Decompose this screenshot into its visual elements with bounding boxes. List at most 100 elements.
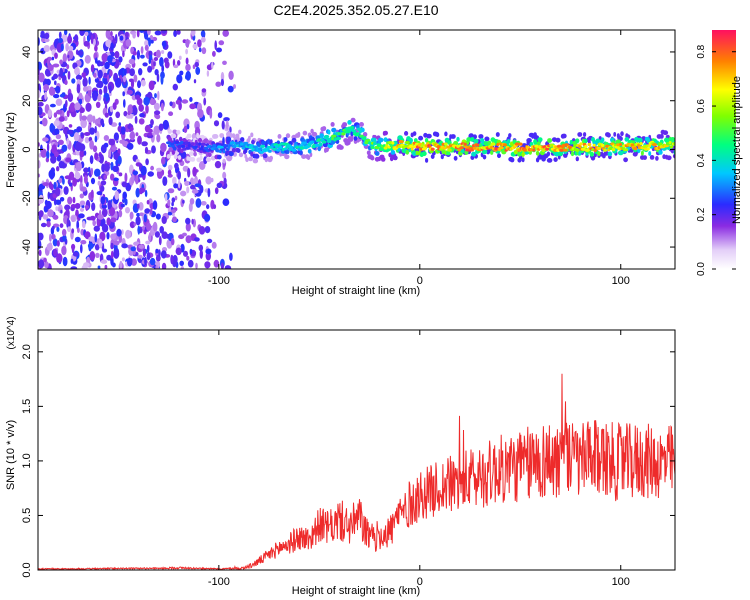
spectrogram-noise-mark [79,30,85,36]
spectrogram-noise-mark [71,215,75,223]
colorbar-gradient [712,30,736,269]
spectrogram-noise-mark [192,166,197,177]
spectrogram-ridge-mark [412,131,417,137]
spectrogram-noise-mark [51,225,55,230]
spectrogram-noise-mark [187,167,191,178]
spectrogram-ridge-mark [645,144,649,148]
spectrogram-noise-mark [98,175,101,180]
spectrogram-ridge-mark [518,142,523,146]
spectrogram-noise-mark [72,196,76,204]
spectrogram-noise-mark [48,181,53,189]
spectrogram-noise-mark [110,233,117,240]
spectrogram-ridge-mark [522,148,529,152]
spectrogram-noise-mark [55,206,59,211]
spectrogram-noise-mark [84,31,89,36]
spectrogram-noise-mark [214,160,222,169]
spectrogram-ridge-mark [658,142,663,146]
spectrogram-noise-mark [163,57,169,64]
spectrogram-noise-mark [160,142,167,153]
spectrogram-ridge-mark [331,137,334,141]
spectrogram-noise-mark [161,262,167,269]
spectrogram-ridge-mark [268,149,272,153]
spectrogram-noise-mark [224,265,232,269]
spectrogram-noise-mark [86,114,94,123]
spectrogram-noise-mark [106,217,111,226]
spectrogram-noise-mark [55,98,63,106]
snr-ytick-label: 2.0 [21,344,33,359]
spectrogram-noise-mark [54,52,58,59]
spectrogram-noise-mark [220,78,224,87]
colorbar-tick-label: 0.8 [696,44,707,58]
spectrogram-ridge-mark [212,134,219,139]
spectrogram-ridge-mark [167,137,173,142]
spectrogram-noise-mark [161,40,167,48]
spectrogram-noise-mark [67,92,74,103]
spectrogram-noise-mark [38,83,41,91]
spectrogram-ridge-mark [353,136,358,141]
spectrogram-noise-mark [159,226,164,234]
spectrogram-ridge-mark [197,137,203,143]
spectrogram-noise-mark [150,39,154,44]
spectrogram-noise-mark [60,209,63,214]
spectrogram-noise-mark [187,259,194,268]
spectrogram-noise-mark [121,181,128,188]
spectrogram-noise-mark [61,33,68,43]
spectrogram-ridge-mark [526,138,532,143]
spectrogram-noise-mark [130,78,135,89]
spectrogram-ridge-mark [257,147,263,151]
spectrogram-noise-mark [71,78,76,84]
spectrogram-noise-mark [82,79,88,88]
spectrogram-noise-mark [63,186,69,195]
spectrogram-xtick-label: 100 [612,275,630,287]
spectrogram-noise-mark [40,222,47,228]
spectrogram-noise-mark [94,152,99,161]
spectrogram-ridge-mark [408,144,414,149]
spectrogram-noise-mark [74,34,79,43]
spectrogram-noise-mark [84,205,90,209]
spectrogram-ridge-mark [532,148,536,152]
spectrogram-ridge-mark [563,148,568,152]
spectrogram-ridge-mark [310,128,314,134]
spectrogram-noise-mark [77,227,80,233]
spectrogram-noise-mark [205,248,212,255]
spectrogram-ridge-mark [291,148,297,152]
snr-ytick-label: 0.0 [21,562,33,577]
spectrogram-ridge-mark [592,143,596,147]
spectrogram-noise-mark [38,259,45,269]
spectrogram-noise-mark [45,200,52,210]
colorbar-tick-label: 0.6 [696,99,707,113]
spectrogram-noise-mark [195,198,202,208]
spectrogram-noise-mark [38,210,44,218]
spectrogram-ridge-mark [238,129,242,135]
spectrogram-noise-mark [66,217,70,227]
spectrogram-noise-mark [189,103,196,110]
spectrogram-ridge-mark [366,150,371,156]
spectrogram-noise-mark [47,209,54,218]
spectrogram-noise-mark [118,56,123,63]
spectrogram-noise-mark [125,39,132,47]
spectrogram-noise-mark [152,221,158,232]
spectrogram-ridge-mark [603,148,607,152]
spectrogram-noise-mark [177,179,181,189]
spectrogram-noise-mark [81,220,86,229]
spectrogram-noise-mark [175,247,182,256]
spectrogram-noise-mark [59,59,63,65]
spectrogram-noise-mark [148,37,152,47]
spectrogram-noise-mark [54,128,60,136]
spectrogram-ridge-mark [167,129,172,134]
spectrogram-ridge-mark [229,133,234,138]
spectrogram-noise-mark [110,122,118,127]
colorbar: 0.0 0.2 0.4 0.6 0.8 Normalized spectral ampl… [696,30,743,276]
spectrogram-ridge-mark [260,144,266,148]
spectrogram-ridge-mark [356,132,360,136]
spectrogram-ytick-label: -20 [21,190,33,206]
spectrogram-ridge-mark [323,134,330,139]
spectrogram-noise-mark [155,49,161,58]
spectrogram-noise-mark [44,91,47,100]
spectrogram-ridge-mark [177,144,182,149]
spectrogram-noise-mark [177,60,181,66]
spectrogram-ridge-mark [561,133,567,139]
spectrogram-noise-mark [103,142,109,148]
spectrogram-noise-mark [192,43,198,50]
spectrogram-noise-mark [51,56,55,61]
